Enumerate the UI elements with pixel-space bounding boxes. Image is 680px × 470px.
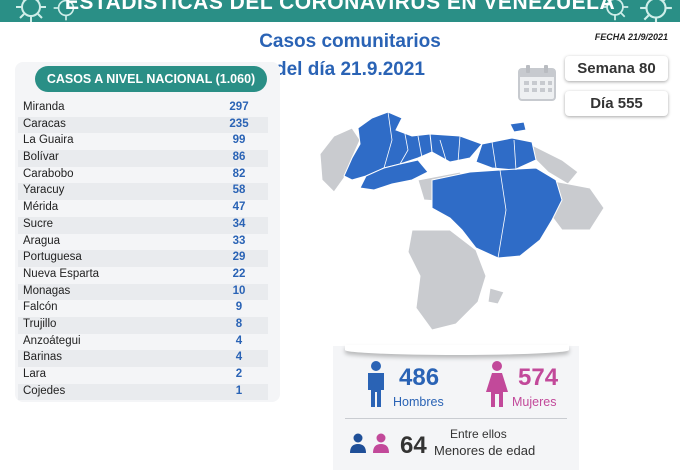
state-name: Monagas — [23, 284, 71, 297]
table-row: Caracas 235 — [18, 116, 268, 134]
table-row: Yaracuy 58 — [18, 183, 268, 201]
case-count: 47 — [232, 201, 246, 214]
minors-count: 64 — [400, 432, 427, 459]
among-label: Entre ellos — [450, 427, 507, 441]
case-count: 297 — [229, 101, 249, 113]
case-count: 22 — [232, 267, 246, 280]
table-row: Mérida 47 — [18, 200, 268, 217]
map-region-unaffected — [407, 229, 487, 331]
state-name: La Guaira — [23, 134, 74, 147]
minors-label: Menores de edad — [434, 443, 536, 458]
case-count: 4 — [235, 334, 243, 347]
map-region-affected — [509, 121, 527, 133]
map-region-affected — [359, 159, 429, 191]
table-row: Nueva Esparta 22 — [18, 267, 268, 284]
virus-icon — [601, 0, 629, 21]
state-name: Cojedes — [23, 384, 66, 397]
calendar-icon — [518, 65, 556, 101]
table-title: CASOS A NIVEL NACIONAL (1.060) — [35, 66, 267, 92]
subheading: Casos comunitarios del día 21.9.2021 — [230, 28, 470, 84]
men-count: 486 — [399, 364, 440, 391]
table-row: Portuguesa 29 — [18, 250, 268, 267]
table-row: Carabobo 82 — [18, 167, 268, 184]
map-region-affected — [429, 133, 483, 163]
women-count: 574 — [518, 364, 559, 391]
state-name: Yaracuy — [23, 184, 65, 197]
case-count: 4 — [235, 351, 243, 364]
day-badge: Día 555 — [565, 91, 668, 116]
report-date: FECHA 21/9/2021 — [594, 32, 668, 42]
table-row: Bolívar 86 — [18, 150, 268, 167]
state-name: Trujillo — [23, 317, 57, 330]
table-row: Monagas 10 — [18, 283, 268, 301]
case-count: 86 — [232, 151, 246, 164]
table-row: Anzoátegui 4 — [18, 334, 268, 351]
state-name: Miranda — [23, 101, 65, 113]
child-girl-icon — [373, 433, 389, 453]
child-boy-icon — [350, 433, 366, 453]
case-count: 9 — [235, 301, 243, 314]
virus-icon — [16, 0, 46, 22]
subheading-line2: del día 21.9.2021 — [275, 59, 425, 80]
header-banner: ESTADÍSTICAS DEL CORONAVIRUS EN VENEZUEL… — [0, 0, 680, 22]
case-count: 2 — [235, 368, 243, 380]
state-name: Carabobo — [23, 167, 74, 180]
table-row: Falcón 9 — [18, 300, 268, 317]
state-name: Lara — [23, 368, 47, 380]
table-row: Aragua 33 — [18, 234, 268, 251]
subheading-line1: Casos comunitarios — [259, 31, 441, 52]
case-count: 33 — [232, 234, 246, 247]
state-name: Anzoátegui — [23, 334, 81, 347]
case-count: 1 — [235, 384, 243, 397]
venezuela-map — [319, 111, 605, 331]
state-name: Portuguesa — [23, 251, 82, 264]
case-count: 10 — [232, 284, 246, 297]
map-region-affected — [431, 167, 563, 259]
state-name: Nueva Esparta — [23, 267, 100, 280]
case-count: 29 — [232, 251, 246, 264]
table-row: Cojedes 1 — [18, 383, 268, 401]
week-badge: Semana 80 — [565, 56, 668, 81]
map-region-affected — [343, 111, 441, 181]
women-label: Mujeres — [512, 395, 557, 409]
state-name: Bolívar — [23, 151, 59, 164]
map-region-affected — [475, 137, 537, 171]
table-row: Miranda 297 — [18, 100, 268, 117]
table-row: Trujillo 8 — [18, 316, 268, 334]
virus-icon — [53, 0, 79, 21]
state-name: Mérida — [23, 201, 59, 214]
woman-icon — [486, 361, 508, 407]
table-row: Barinas 4 — [18, 350, 268, 367]
virus-icon — [640, 0, 672, 22]
divider — [345, 418, 567, 419]
case-count: 34 — [232, 217, 246, 230]
map-state-borders — [383, 111, 517, 259]
table-row: Lara 2 — [18, 367, 268, 384]
case-count: 235 — [229, 117, 249, 130]
case-count: 82 — [232, 167, 246, 180]
case-count: 58 — [232, 184, 246, 197]
state-name: Barinas — [23, 351, 62, 364]
state-name: Falcón — [23, 301, 58, 314]
stats-top-curve — [345, 345, 569, 355]
cases-rows: Miranda 297 Caracas 235 La Guaira 99 Bolívar 86… — [18, 100, 268, 401]
case-count: 99 — [232, 134, 246, 147]
state-name: Caracas — [23, 117, 66, 130]
state-name: Aragua — [23, 234, 61, 247]
men-label: Hombres — [393, 395, 444, 409]
table-row: Sucre 34 — [18, 216, 268, 234]
state-name: Sucre — [23, 217, 54, 230]
case-count: 8 — [235, 317, 243, 330]
man-icon — [368, 361, 384, 407]
table-row: La Guaira 99 — [18, 133, 268, 150]
map-region-unaffected — [487, 287, 505, 305]
page-title: ESTADÍSTICAS DEL CORONAVIRUS EN VENEZUEL… — [64, 0, 616, 14]
